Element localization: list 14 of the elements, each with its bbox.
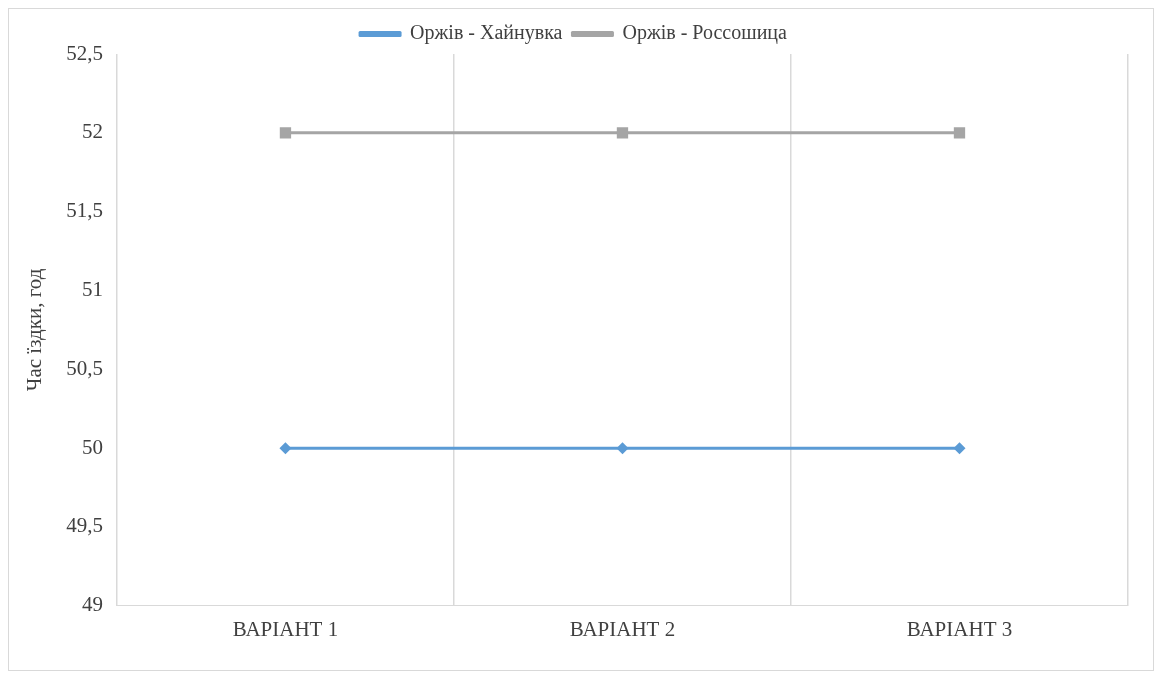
y-tick-label: 49 xyxy=(81,592,103,617)
x-tick-label: ВАРІАНТ 2 xyxy=(569,616,676,641)
y-tick-label: 52 xyxy=(81,119,103,144)
legend-label: Оржів - Хайнувка xyxy=(410,21,563,45)
y-tick-label: 51,5 xyxy=(66,198,103,223)
y-tick-label: 49,5 xyxy=(66,513,103,538)
x-tick-label: ВАРІАНТ 3 xyxy=(906,616,1013,641)
y-axis-title: Час їздки, год xyxy=(22,268,47,392)
y-tick-label: 52,5 xyxy=(66,40,103,65)
legend-label: Оржів - Россошица xyxy=(622,21,788,45)
y-tick-label: 50 xyxy=(81,434,103,459)
x-tick-label: ВАРІАНТ 1 xyxy=(232,616,339,641)
y-tick-label: 50,5 xyxy=(66,355,103,380)
y-tick-label: 51 xyxy=(81,277,103,301)
